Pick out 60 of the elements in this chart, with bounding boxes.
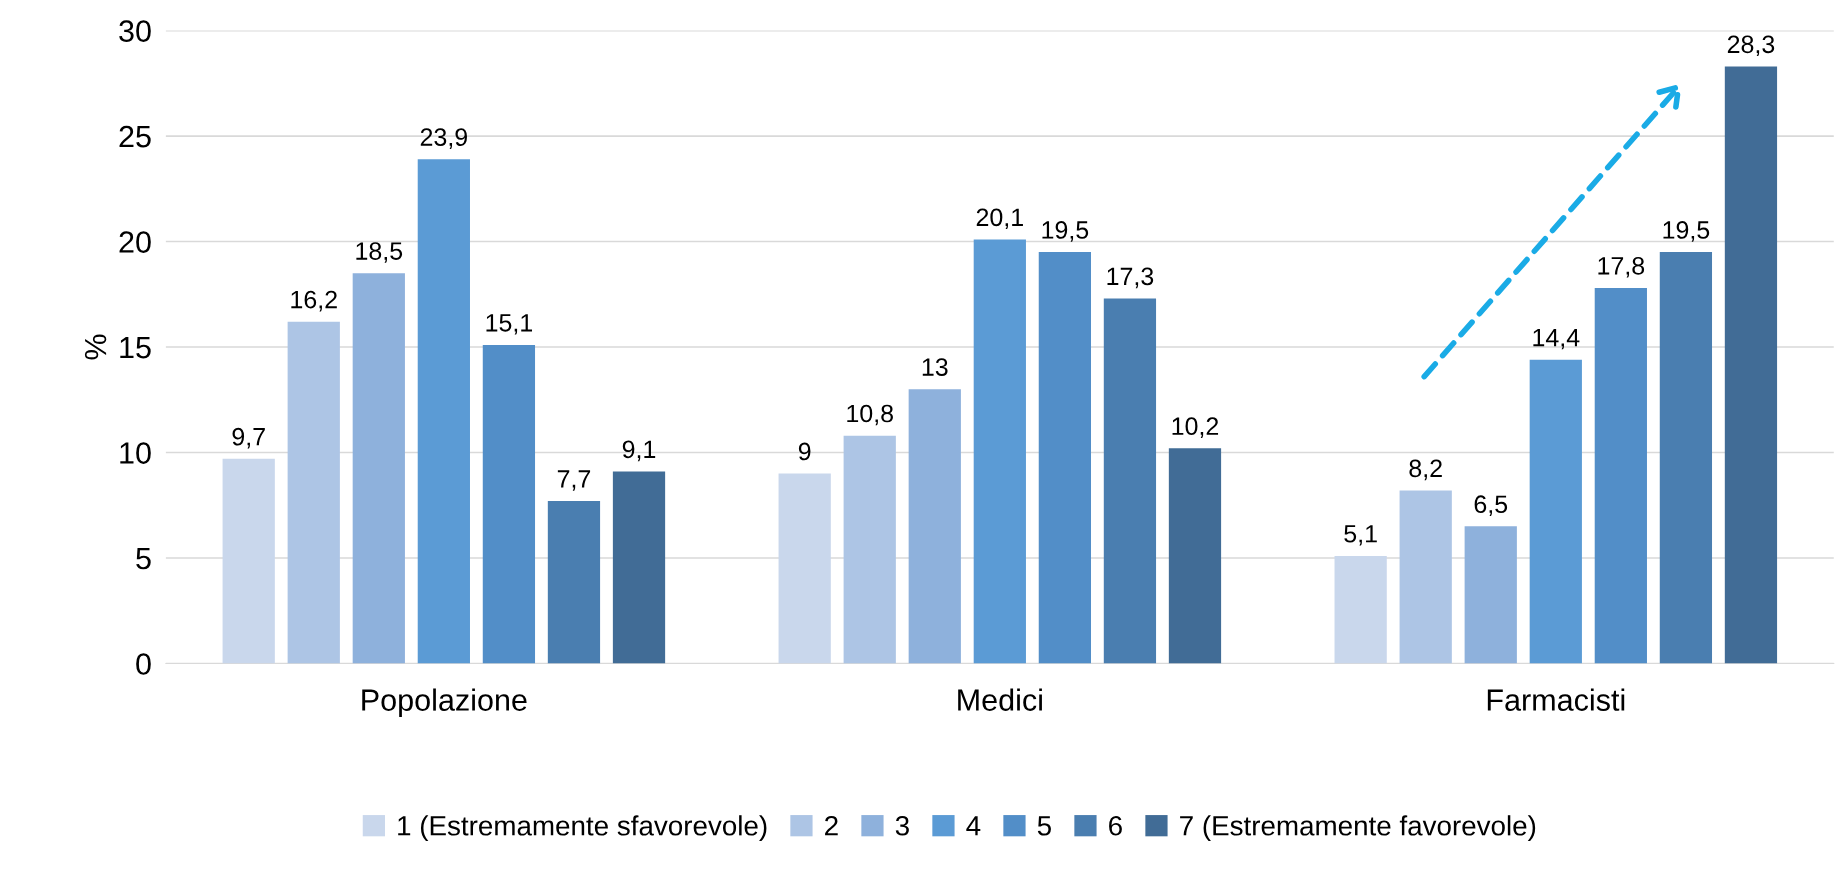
data-label: 19,5	[1663, 221, 1710, 242]
legend-label: 4	[966, 816, 981, 836]
data-label: 16,2	[291, 290, 337, 312]
y-axis-title: %	[84, 334, 107, 360]
bar	[1399, 490, 1452, 664]
legend-label: 1 (Estremamente sfavorevole)	[398, 815, 767, 842]
bar	[1038, 252, 1092, 664]
x-tick-label: Popolazione	[362, 688, 527, 717]
bar	[482, 344, 536, 664]
y-tick-label: 30	[119, 20, 151, 42]
y-tick-label: 10	[120, 442, 151, 464]
data-label: 13	[922, 358, 948, 376]
data-label: 8,2	[1409, 459, 1442, 481]
bar	[1659, 252, 1713, 664]
data-label: 18,5	[356, 242, 403, 263]
bar	[778, 473, 831, 664]
data-label: 20,1	[976, 208, 1023, 230]
bar	[1103, 298, 1157, 664]
y-tick-label: 5	[136, 548, 151, 570]
bar	[1529, 359, 1582, 664]
data-label: 19,5	[1042, 221, 1089, 242]
data-label: 5,1	[1344, 525, 1377, 546]
data-label: 28,3	[1727, 35, 1775, 57]
data-label: 14,4	[1533, 328, 1580, 350]
data-label: 10,8	[847, 404, 893, 426]
data-label: 17,8	[1598, 256, 1645, 278]
bar	[417, 159, 470, 664]
bar	[1464, 526, 1517, 664]
legend-label: 7 (Estremamente favorevole)	[1180, 815, 1536, 842]
bar	[222, 458, 275, 664]
bar	[287, 321, 340, 664]
legend-label: 2	[825, 815, 838, 836]
y-tick-label: 15	[120, 337, 151, 359]
bar	[908, 389, 961, 664]
bar	[612, 471, 666, 664]
x-tick-label: Medici	[958, 688, 1042, 711]
y-tick-label: 25	[119, 125, 151, 148]
data-label: 17,3	[1107, 267, 1154, 289]
legend-label: 3	[895, 815, 909, 836]
y-tick-label: 20	[119, 231, 151, 253]
bar	[973, 239, 1026, 664]
legend-label: 5	[1037, 816, 1051, 836]
bar	[1168, 448, 1222, 664]
bar	[1724, 66, 1778, 664]
bar	[352, 273, 405, 664]
bar	[1594, 287, 1647, 664]
data-label: 6,5	[1474, 495, 1508, 517]
bar	[547, 501, 601, 664]
data-label: 15,1	[486, 314, 533, 335]
x-tick-label: Farmacisti	[1487, 688, 1625, 711]
y-tick-label: 0	[136, 653, 151, 675]
data-label: 9	[798, 442, 811, 461]
data-label: 9,7	[232, 427, 265, 449]
bar	[843, 435, 896, 664]
data-label: 7,7	[557, 470, 591, 491]
legend-label: 6	[1109, 815, 1122, 836]
bar	[1334, 555, 1387, 664]
data-label: 9,1	[622, 440, 656, 462]
data-label: 23,9	[420, 128, 467, 149]
data-label: 10,2	[1172, 417, 1219, 438]
